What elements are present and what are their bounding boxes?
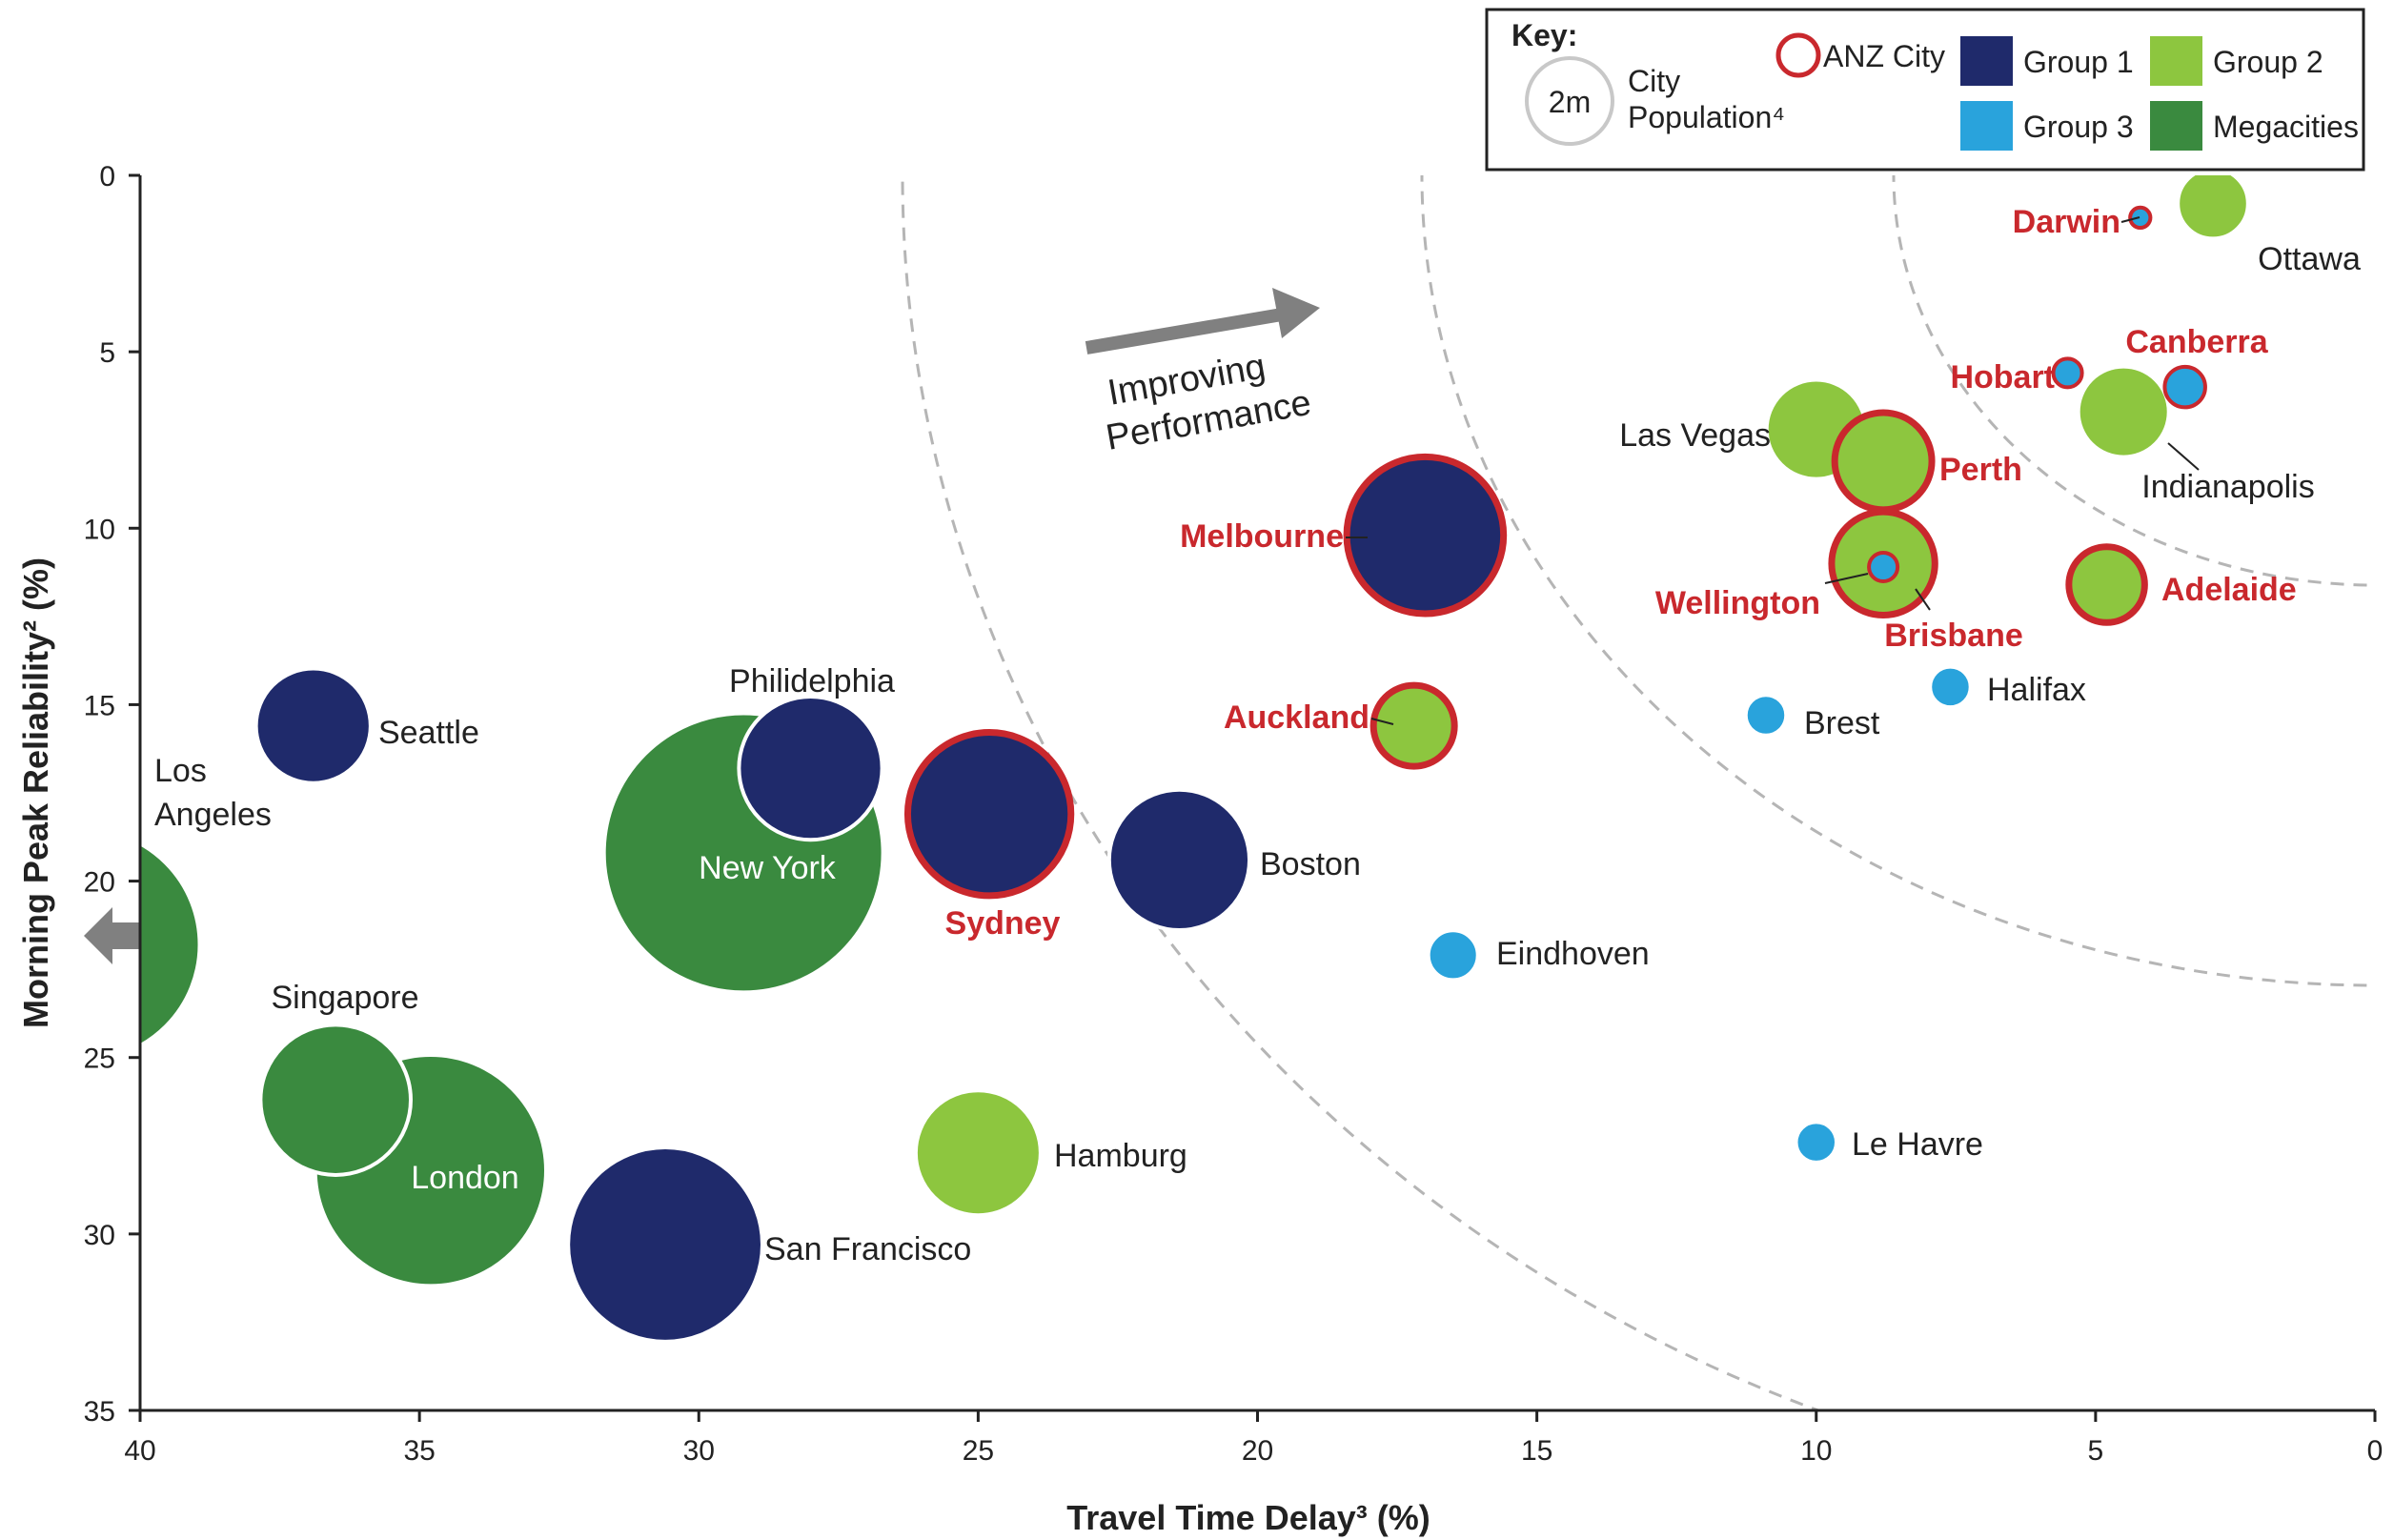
bubble-wellington bbox=[1867, 550, 1900, 584]
bubble-perth bbox=[1831, 409, 1936, 514]
legend-title: Key: bbox=[1511, 18, 1577, 52]
legend: Key: 2m City Population⁴ ANZ City Group … bbox=[1485, 8, 2365, 172]
bubble-ottawa bbox=[2176, 175, 2250, 241]
bubble-indianapolis bbox=[2076, 364, 2171, 459]
legend-size-label-line1: City bbox=[1628, 64, 1680, 98]
leader-line bbox=[2120, 216, 2140, 223]
y-tick-label: 0 bbox=[99, 161, 115, 192]
city-label-halifax: Halifax bbox=[1987, 672, 2086, 708]
legend-size-sample-icon bbox=[1525, 56, 1614, 146]
x-tick-label: 35 bbox=[403, 1435, 435, 1467]
leader-line bbox=[1824, 573, 1869, 584]
y-axis-title: Morning Peak Reliability² (%) bbox=[16, 557, 55, 1028]
legend-label-group-2: Group 2 bbox=[2213, 45, 2323, 79]
city-label-indianapolis: Indianapolis bbox=[2141, 469, 2314, 505]
legend-label-megacities: Megacities bbox=[2213, 110, 2359, 144]
leader-line bbox=[2167, 442, 2200, 471]
city-label-san-francisco: San Francisco bbox=[764, 1231, 971, 1267]
x-tick-label: 20 bbox=[1242, 1435, 1273, 1467]
city-label-new-york: New York bbox=[699, 850, 837, 886]
bubble-adelaide bbox=[2065, 543, 2148, 626]
legend-label-group-3: Group 3 bbox=[2023, 110, 2134, 144]
bubble-melbourne bbox=[1343, 453, 1508, 618]
city-label-auckland: Auckland bbox=[1224, 699, 1369, 736]
city-label-eindhoven: Eindhoven bbox=[1496, 936, 1650, 972]
x-tick-label: 0 bbox=[2367, 1435, 2384, 1467]
bubble-los-angeles bbox=[140, 841, 202, 1048]
legend-size-label-line2: Population⁴ bbox=[1628, 100, 1785, 134]
leader-line bbox=[1915, 588, 1931, 611]
city-label-los-angeles: Los Angeles bbox=[154, 753, 272, 833]
bubble-philidelphia bbox=[737, 694, 884, 842]
legend-size-sample-label: 2m bbox=[1549, 85, 1591, 119]
city-label-darwin: Darwin bbox=[2013, 204, 2120, 240]
city-label-brisbane: Brisbane bbox=[1884, 618, 2023, 654]
improving-arrow-shaft bbox=[1085, 308, 1284, 355]
bubble-sydney bbox=[903, 729, 1075, 900]
city-label-canberra: Canberra bbox=[2125, 324, 2268, 360]
city-label-singapore: Singapore bbox=[271, 980, 418, 1016]
city-label-boston: Boston bbox=[1260, 846, 1361, 882]
y-tick-label: 5 bbox=[99, 337, 115, 369]
legend-swatch-group-1 bbox=[1960, 36, 2013, 86]
x-tick-label: 40 bbox=[124, 1435, 155, 1467]
bubble-darwin bbox=[2128, 205, 2153, 231]
bubble-canberra bbox=[2162, 364, 2207, 410]
city-label-adelaide: Adelaide bbox=[2161, 572, 2297, 608]
city-label-hobart: Hobart bbox=[1950, 359, 2055, 395]
city-label-wellington: Wellington bbox=[1655, 585, 1820, 621]
legend-groups: Group 1 Group 2 Group 3 Megacities bbox=[1960, 36, 2359, 151]
y-tick-label: 10 bbox=[84, 514, 115, 545]
bubble-hamburg bbox=[913, 1088, 1043, 1218]
city-label-perth: Perth bbox=[1939, 452, 2022, 488]
bubble-le-havre bbox=[1794, 1120, 1839, 1165]
city-label-ottawa: Ottawa bbox=[2258, 241, 2361, 277]
legend-swatch-megacities bbox=[2150, 101, 2202, 151]
x-tick-label: 5 bbox=[2088, 1435, 2104, 1467]
y-tick-label: 25 bbox=[84, 1044, 115, 1075]
city-label-philidelphia: Philidelphia bbox=[729, 663, 895, 699]
x-tick-label: 15 bbox=[1521, 1435, 1552, 1467]
improving-arrow-icon bbox=[1272, 288, 1320, 338]
city-label-hamburg: Hamburg bbox=[1054, 1138, 1187, 1174]
city-label-melbourne: Melbourne bbox=[1180, 518, 1344, 555]
bubble-seattle bbox=[254, 666, 373, 785]
x-tick-label: 25 bbox=[963, 1435, 994, 1467]
x-axis-title: Travel Time Delay³ (%) bbox=[1066, 1498, 1430, 1537]
bubble-brest bbox=[1743, 693, 1789, 738]
legend-anz-label: ANZ City bbox=[1823, 39, 1945, 73]
x-axis-ticks: 40 35 30 25 20 15 10 5 0 bbox=[124, 1410, 2383, 1467]
city-labels: Los Angeles New York London Singapore Seattle… bbox=[154, 204, 2361, 1267]
bubble-singapore bbox=[258, 1023, 413, 1177]
bubble-eindhoven bbox=[1426, 928, 1480, 983]
bubble-halifax bbox=[1928, 664, 1973, 710]
legend-swatch-group-2 bbox=[2150, 36, 2202, 86]
legend-label-group-1: Group 1 bbox=[2023, 45, 2134, 79]
legend-swatch-group-3 bbox=[1960, 101, 2013, 151]
city-label-sydney: Sydney bbox=[945, 905, 1061, 942]
y-tick-label: 30 bbox=[84, 1220, 115, 1251]
bubbles bbox=[140, 175, 2250, 1344]
city-label-las-vegas: Las Vegas bbox=[1619, 417, 1771, 454]
leader-line bbox=[1370, 718, 1394, 725]
y-tick-label: 15 bbox=[84, 690, 115, 721]
x-tick-label: 30 bbox=[683, 1435, 715, 1467]
city-label-brest: Brest bbox=[1804, 705, 1880, 741]
bubble-auckland bbox=[1369, 681, 1458, 770]
offchart-left-arrow-icon bbox=[84, 907, 140, 964]
x-tick-label: 10 bbox=[1800, 1435, 1832, 1467]
y-tick-label: 20 bbox=[84, 867, 115, 899]
y-tick-label: 35 bbox=[84, 1396, 115, 1428]
bubble-boston bbox=[1106, 787, 1252, 932]
bubble-san-francisco bbox=[566, 1145, 764, 1344]
y-axis-ticks: 0 5 10 15 20 25 30 35 bbox=[84, 161, 140, 1428]
city-label-london: London bbox=[411, 1160, 518, 1196]
city-label-le-havre: Le Havre bbox=[1852, 1126, 1983, 1163]
legend-box bbox=[1485, 8, 2365, 172]
bubble-hobart bbox=[2051, 356, 2084, 390]
legend-anz-ring-icon bbox=[1775, 32, 1821, 78]
city-label-seattle: Seattle bbox=[378, 715, 479, 751]
